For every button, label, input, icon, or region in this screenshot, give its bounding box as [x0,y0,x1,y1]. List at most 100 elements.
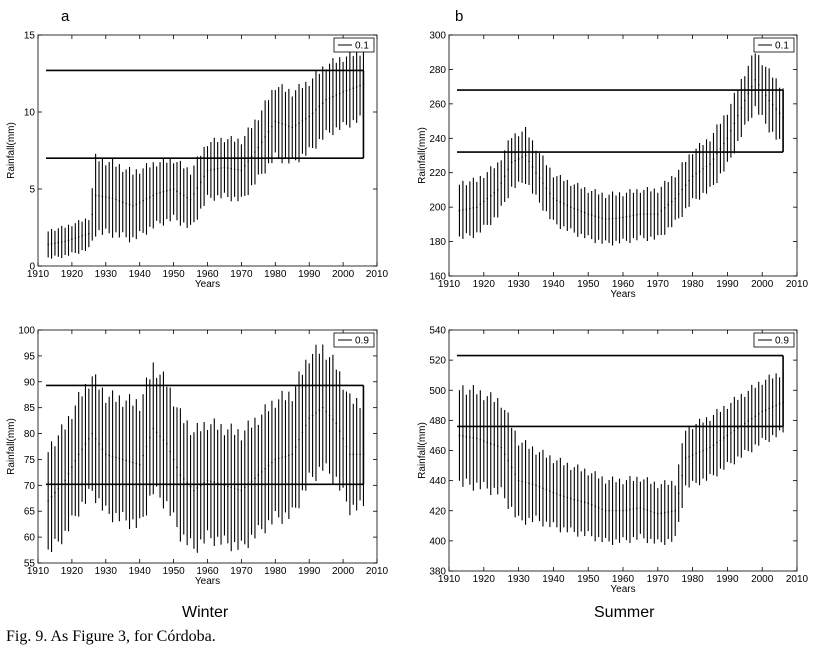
center-point [338,92,341,95]
center-point [64,479,66,481]
center-point [50,243,53,245]
x-tick-label: 1960 [612,574,635,585]
x-tick-label: 1910 [27,566,50,577]
center-point [321,102,324,104]
center-point [632,508,635,510]
y-tick-label: 80 [24,429,36,440]
center-point [639,506,642,509]
center-point [636,213,638,216]
x-tick-label: 1980 [681,279,704,290]
center-point [277,457,280,460]
center-point [206,479,209,481]
center-point [587,502,589,505]
center-point [210,169,212,171]
season-label-winter: Winter [182,604,229,621]
center-point [81,448,83,450]
center-point [524,154,527,157]
center-point [528,482,530,485]
center-point [733,122,736,124]
center-point [128,460,131,463]
center-point [597,216,600,218]
x-tick-label: 1970 [647,574,670,585]
center-point [60,241,63,243]
y-tick-label: 240 [429,134,446,145]
y-tick-label: 420 [429,506,446,517]
center-point [84,233,87,236]
center-point [622,216,624,219]
center-point [264,467,266,470]
y-tick-label: 520 [429,356,446,367]
center-point [629,215,631,217]
center-point [118,200,121,202]
center-point [220,167,222,169]
chart-winter-0.9: 1910 1920 1930 1940 1950 1960 1970 1980 1990 2000… [6,326,389,588]
center-point [88,232,90,235]
center-point [125,459,127,462]
center-point [311,414,314,417]
x-tick-label: 2000 [332,269,355,280]
center-point [545,187,548,190]
center-point [267,464,270,467]
center-point [663,511,666,514]
y-tick-label: 180 [429,237,446,248]
center-point [646,509,649,511]
center-point [709,163,711,165]
x-tick-label: 1990 [716,279,739,290]
x-tick-label: 1980 [681,574,704,585]
center-point [458,209,461,212]
center-point [142,199,144,202]
center-point [695,452,697,455]
center-point [243,486,246,489]
center-point [705,448,708,450]
center-point [625,509,628,511]
center-point [538,485,541,488]
center-point [705,165,708,168]
center-point [507,459,509,462]
center-point [771,103,774,106]
center-point [580,500,583,503]
center-point [254,151,256,153]
x-axis-label: Years [195,279,220,290]
center-point [643,213,645,215]
center-point [483,440,485,442]
legend-label: 0.1 [775,41,789,52]
x-tick-label: 1930 [95,566,118,577]
center-point [274,120,277,123]
x-tick-label: 1980 [264,269,287,280]
x-tick-label: 1930 [507,574,530,585]
center-point [507,168,509,171]
center-point [162,439,165,441]
center-point [294,446,297,448]
center-point [305,117,307,120]
center-point [660,512,663,514]
center-point [298,438,300,441]
center-point [108,196,110,199]
center-point [496,189,499,191]
center-point [531,166,534,168]
center-point [723,437,725,439]
center-point [670,200,673,203]
center-point [618,217,621,219]
center-point [580,210,583,213]
y-tick-label: 220 [429,168,446,179]
center-point [135,203,138,205]
center-point [500,182,503,184]
center-point [98,443,100,445]
x-tick-label: 2010 [366,566,389,577]
center-point [615,217,617,219]
center-point [650,213,652,215]
center-point [517,158,520,160]
y-tick-label: 440 [429,476,446,487]
center-point [771,406,774,408]
center-point [152,194,155,197]
y-tick-label: 260 [429,99,446,110]
center-point [688,179,690,182]
center-point [81,235,83,237]
center-point [271,461,273,464]
center-point [643,508,645,510]
center-point [657,512,659,515]
center-point [674,509,676,512]
y-tick-label: 480 [429,416,446,427]
center-point [608,509,610,512]
center-point [230,167,233,170]
